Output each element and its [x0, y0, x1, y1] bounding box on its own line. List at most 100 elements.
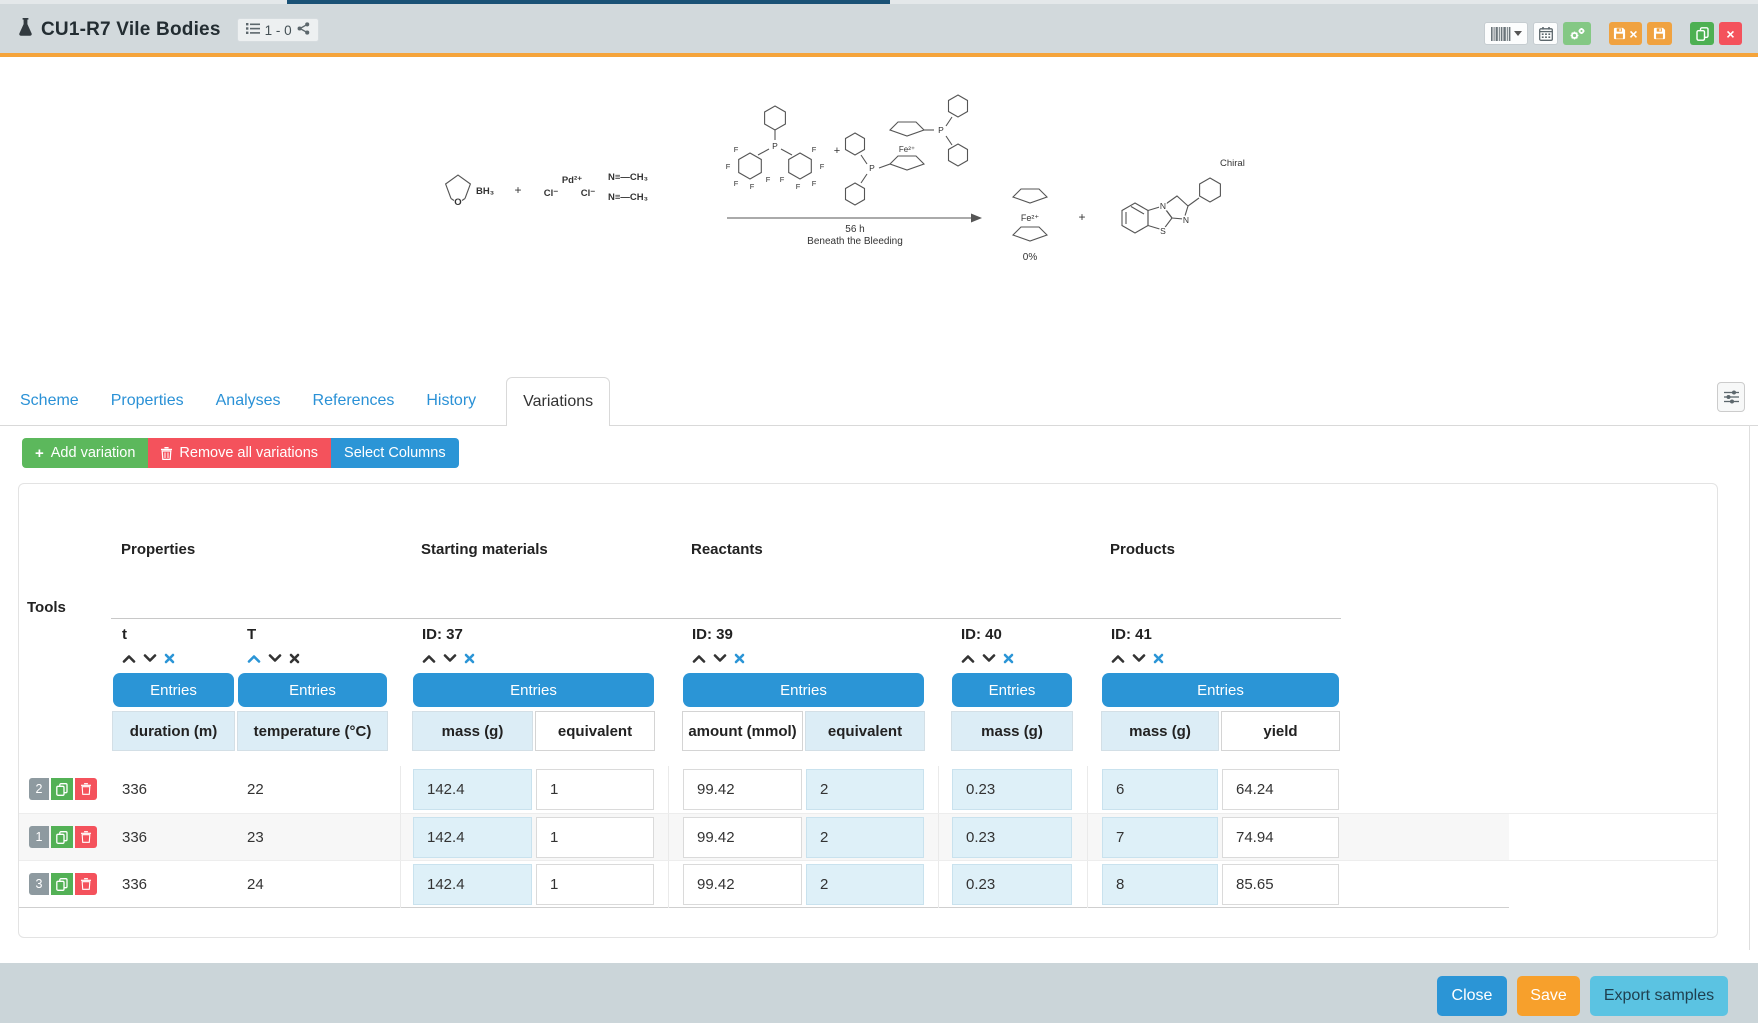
svg-text:F: F	[812, 145, 817, 154]
remove-column-icon[interactable]	[164, 653, 175, 664]
cell-reactant-mass[interactable]: 0.23	[952, 769, 1072, 810]
svg-text:Chiral: Chiral	[1220, 158, 1245, 169]
cell-yield[interactable]: 85.65	[1222, 864, 1339, 905]
remove-column-icon[interactable]	[289, 653, 300, 664]
calendar-icon	[1538, 26, 1553, 41]
list-icon	[245, 22, 260, 38]
close-x-icon: ×	[1629, 25, 1638, 42]
cell-sm-equivalent[interactable]: 1	[536, 769, 654, 810]
entries-button-T[interactable]: Entries	[238, 673, 387, 707]
entries-button-id40[interactable]: Entries	[952, 673, 1072, 707]
svg-text:O: O	[454, 197, 461, 208]
select-columns-button[interactable]: Select Columns	[331, 438, 459, 468]
cell-amount[interactable]: 99.42	[683, 864, 802, 905]
cell-duration: 336	[122, 781, 148, 798]
svg-text:P: P	[938, 125, 944, 135]
remove-column-icon[interactable]	[1153, 653, 1164, 664]
reaction-scheme-canvas[interactable]: O BH₃ + Pd²⁺ Cl⁻ Cl⁻ N≡—CH₃ N≡—CH₃ P F F…	[420, 88, 1260, 278]
cell-equivalent[interactable]: 2	[806, 864, 924, 905]
row-tools: 2	[19, 766, 111, 813]
save-and-close-button[interactable]: ×	[1609, 22, 1642, 45]
sort-up-icon[interactable]	[1111, 654, 1125, 663]
save-icon	[1653, 27, 1666, 40]
remove-all-variations-button[interactable]: Remove all variations	[148, 438, 332, 468]
group-header-row: Tools Properties Starting materials Reac…	[19, 484, 1717, 618]
tab-analyses[interactable]: Analyses	[215, 392, 281, 409]
cell-sm-mass[interactable]: 142.4	[413, 864, 532, 905]
remove-column-icon[interactable]	[1003, 653, 1014, 664]
sort-down-icon[interactable]	[143, 654, 157, 663]
delete-variation-button[interactable]	[75, 873, 97, 895]
sort-down-icon[interactable]	[268, 654, 282, 663]
trash-icon	[81, 878, 91, 890]
entries-button-id41[interactable]: Entries	[1102, 673, 1339, 707]
green-options-button[interactable]	[1563, 22, 1591, 45]
cell-amount[interactable]: 99.42	[683, 769, 802, 810]
tab-layout-button[interactable]	[1717, 382, 1745, 412]
save-button-footer[interactable]: Save	[1517, 976, 1580, 1016]
cell-reactant-mass[interactable]: 0.23	[952, 817, 1072, 858]
tab-references[interactable]: References	[312, 392, 395, 409]
cell-amount[interactable]: 99.42	[683, 817, 802, 858]
svg-text:S: S	[1160, 226, 1166, 236]
close-button[interactable]: Close	[1437, 976, 1507, 1016]
sort-up-icon[interactable]	[422, 654, 436, 663]
share-icon	[297, 22, 310, 38]
sort-up-icon[interactable]	[961, 654, 975, 663]
sort-down-icon[interactable]	[443, 654, 457, 663]
delete-variation-button[interactable]	[75, 826, 97, 848]
sort-down-icon[interactable]	[713, 654, 727, 663]
export-samples-button[interactable]: Export samples	[1590, 976, 1728, 1016]
svg-text:F: F	[796, 182, 801, 191]
tab-history[interactable]: History	[426, 392, 477, 409]
sort-down-icon[interactable]	[982, 654, 996, 663]
delete-variation-button[interactable]	[75, 778, 97, 800]
save-button[interactable]	[1647, 22, 1672, 45]
analyses-counter-badge[interactable]: 1 - 0	[236, 18, 319, 42]
cell-product-mass[interactable]: 8	[1102, 864, 1218, 905]
group-reactants: Reactants	[691, 541, 763, 558]
sort-up-icon[interactable]	[122, 654, 136, 663]
tab-variations[interactable]: Variations	[506, 377, 611, 426]
svg-text:N: N	[1183, 215, 1189, 225]
window-tab-indicator	[287, 0, 890, 4]
svg-text:F: F	[726, 162, 731, 171]
copy-variation-button[interactable]	[51, 873, 73, 895]
svg-text:Cl⁻: Cl⁻	[544, 188, 559, 199]
cell-yield[interactable]: 74.94	[1222, 817, 1339, 858]
svg-text:Beneath the Bleeding: Beneath the Bleeding	[807, 236, 903, 247]
tab-properties[interactable]: Properties	[110, 392, 184, 409]
barcode-dropdown-button[interactable]	[1484, 22, 1528, 45]
svg-text:Fe²⁺: Fe²⁺	[1021, 213, 1040, 223]
tab-scheme[interactable]: Scheme	[20, 392, 79, 409]
cell-product-mass[interactable]: 6	[1102, 769, 1218, 810]
add-variation-button[interactable]: + Add variation	[22, 438, 149, 468]
calendar-button[interactable]	[1533, 22, 1558, 45]
cell-sm-mass[interactable]: 142.4	[413, 817, 532, 858]
cell-sm-equivalent[interactable]: 1	[536, 864, 654, 905]
close-element-button[interactable]: ×	[1719, 22, 1742, 45]
cell-yield[interactable]: 64.24	[1222, 769, 1339, 810]
sort-up-icon-active[interactable]	[247, 654, 261, 663]
cell-sm-mass[interactable]: 142.4	[413, 769, 532, 810]
cell-equivalent[interactable]: 2	[806, 769, 924, 810]
duplicate-button[interactable]	[1690, 22, 1714, 45]
remove-column-icon[interactable]	[464, 653, 475, 664]
cell-sm-equivalent[interactable]: 1	[536, 817, 654, 858]
sort-up-icon[interactable]	[692, 654, 706, 663]
cell-reactant-mass[interactable]: 0.23	[952, 864, 1072, 905]
entries-button-t[interactable]: Entries	[113, 673, 234, 707]
remove-column-icon[interactable]	[734, 653, 745, 664]
svg-text:F: F	[734, 179, 739, 188]
cell-product-mass[interactable]: 7	[1102, 817, 1218, 858]
copy-variation-button[interactable]	[51, 826, 73, 848]
cell-equivalent[interactable]: 2	[806, 817, 924, 858]
entries-button-id37[interactable]: Entries	[413, 673, 654, 707]
page-title: CU1-R7 Vile Bodies	[41, 19, 221, 40]
svg-text:BH₃: BH₃	[476, 186, 494, 197]
subheader-temperature: temperature (°C)	[237, 711, 388, 751]
barcode-icon	[1490, 26, 1510, 41]
copy-variation-button[interactable]	[51, 778, 73, 800]
entries-button-id39[interactable]: Entries	[683, 673, 924, 707]
sort-down-icon[interactable]	[1132, 654, 1146, 663]
